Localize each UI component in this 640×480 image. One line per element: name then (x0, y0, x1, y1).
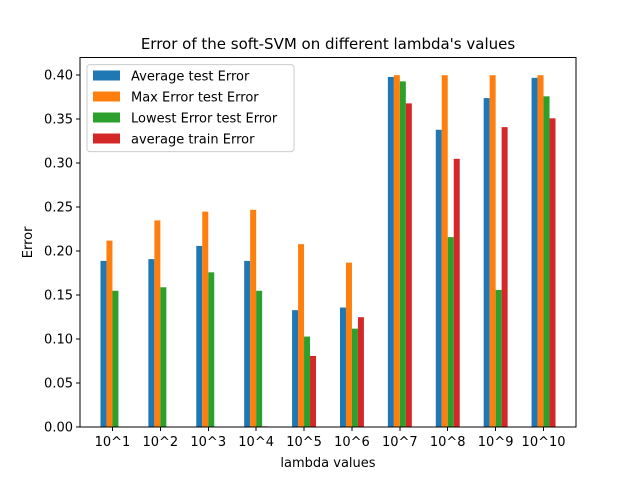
x-tick-label: 10^9 (478, 435, 514, 450)
bar-3-5 (304, 336, 311, 428)
bar-4-5 (310, 355, 317, 428)
bar-4-8 (453, 158, 460, 428)
y-tick-label: 0.15 (44, 289, 73, 304)
bar-3-4 (256, 290, 263, 428)
bar-4-6 (357, 317, 364, 428)
bar-1-2 (148, 259, 155, 428)
bar-2-3 (202, 211, 209, 428)
bar-2-4 (250, 209, 257, 428)
legend-swatch-3 (93, 112, 120, 123)
legend: Average test Error Max Error test Error Lo… (86, 64, 295, 153)
bar-1-8 (435, 129, 442, 428)
bar-1-5 (292, 310, 299, 428)
legend-label-2: Max Error test Error (131, 91, 259, 106)
legend-label-4: average train Error (131, 133, 255, 148)
x-tick-label: 10^1 (95, 435, 131, 450)
bar-3-6 (351, 328, 358, 428)
x-tick-label: 10^10 (522, 435, 566, 450)
bar-2-1 (106, 240, 113, 428)
x-axis-ticks: 10^1 10^2 10^3 10^4 10^5 10^6 10^7 10^8 10^9 10^1… (95, 427, 566, 450)
x-tick-label: 10^3 (190, 435, 226, 450)
y-tick-label: 0.30 (44, 157, 73, 172)
chart-title: Error of the soft-SVM on different lambd… (141, 35, 516, 53)
bar-3-3 (208, 272, 215, 428)
bar-2-9 (489, 75, 496, 428)
bar-3-10 (543, 96, 550, 428)
bar-1-9 (483, 98, 490, 428)
y-tick-label: 0.20 (44, 245, 73, 260)
bar-3-9 (495, 289, 502, 428)
axes-layer (79, 57, 577, 428)
y-tick-label: 0.35 (44, 113, 73, 128)
y-axis-title: Error (21, 226, 36, 258)
legend-swatch-2 (93, 91, 120, 102)
bar-1-7 (387, 76, 394, 428)
bar-3-7 (399, 81, 406, 428)
bar-3-2 (160, 287, 167, 428)
bar-1-10 (531, 77, 538, 428)
bar-4-10 (549, 118, 556, 428)
bar-2-7 (393, 75, 400, 428)
bar-1-3 (196, 245, 203, 428)
legend-swatch-1 (93, 70, 120, 81)
bar-1-6 (339, 307, 346, 428)
bar-2-10 (537, 75, 544, 428)
bar-2-2 (154, 220, 161, 428)
y-axis-ticks: 0.00 0.05 0.10 0.15 0.20 0.25 0.30 0.35 0.40 (44, 69, 80, 436)
y-tick-label: 0.25 (44, 201, 73, 216)
y-tick-label: 0.10 (44, 333, 73, 348)
x-tick-label: 10^4 (238, 435, 274, 450)
bar-2-6 (345, 262, 352, 428)
x-tick-label: 10^2 (142, 435, 178, 450)
x-axis-title: lambda values (280, 456, 375, 471)
bar-1-4 (244, 260, 251, 428)
bar-3-1 (112, 290, 119, 428)
bar-3-8 (447, 237, 454, 428)
x-tick-label: 10^5 (286, 435, 322, 450)
legend-label-1: Average test Error (131, 70, 250, 85)
x-tick-label: 10^8 (430, 435, 466, 450)
legend-box (86, 64, 295, 153)
y-tick-label: 0.05 (44, 377, 73, 392)
legend-label-3: Lowest Error test Error (131, 112, 278, 127)
x-tick-label: 10^6 (334, 435, 370, 450)
y-tick-label: 0.40 (44, 69, 73, 84)
bar-2-5 (298, 244, 305, 428)
bars-layer (100, 75, 556, 428)
bar-2-8 (441, 75, 448, 428)
legend-swatch-4 (93, 133, 120, 144)
bar-4-7 (405, 103, 412, 428)
x-tick-label: 10^7 (382, 435, 418, 450)
plot-frame (79, 57, 577, 428)
bar-1-1 (100, 260, 107, 428)
bar-4-9 (501, 127, 508, 428)
y-tick-label: 0.00 (44, 421, 73, 436)
